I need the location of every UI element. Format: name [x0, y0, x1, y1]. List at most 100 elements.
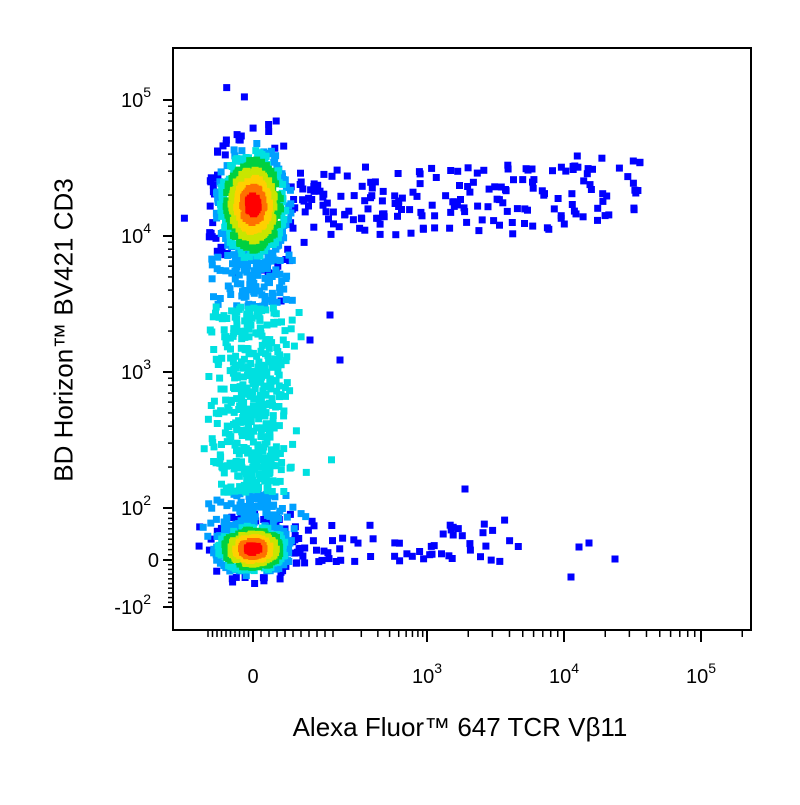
data-point [233, 157, 241, 165]
data-point [220, 178, 228, 186]
data-point [265, 128, 273, 135]
data-point [212, 515, 220, 523]
data-point [267, 446, 275, 454]
data-point [391, 192, 399, 200]
data-point [280, 215, 288, 223]
data-point [391, 539, 399, 547]
data-point [272, 117, 280, 125]
data-point [244, 367, 252, 375]
data-point [269, 412, 277, 420]
data-point [234, 218, 241, 226]
data-point [447, 167, 455, 174]
data-point [230, 146, 238, 154]
data-point [231, 233, 239, 241]
data-point [210, 293, 217, 301]
data-point [330, 220, 337, 228]
data-point [265, 121, 273, 128]
data-point [288, 256, 296, 264]
data-point [257, 348, 265, 356]
data-point [220, 518, 228, 526]
data-point [463, 218, 471, 226]
data-point [240, 410, 248, 418]
data-point [221, 333, 229, 341]
data-point [320, 547, 328, 555]
data-point [232, 504, 240, 512]
data-point [603, 192, 611, 200]
data-point [466, 546, 474, 554]
data-point [275, 422, 283, 430]
data-point [349, 216, 357, 224]
data-point [250, 395, 258, 403]
data-point [273, 298, 281, 306]
data-point [474, 202, 482, 210]
data-point [283, 513, 291, 521]
data-point [253, 140, 261, 147]
data-point [276, 477, 284, 485]
data-point [276, 575, 284, 583]
data-point [636, 158, 644, 166]
data-point [454, 525, 462, 533]
data-point [316, 187, 324, 195]
data-point [528, 165, 536, 173]
data-point [309, 537, 317, 545]
data-point [262, 306, 270, 314]
data-point [208, 275, 216, 283]
data-point [278, 459, 286, 466]
data-point [356, 224, 364, 232]
data-point [223, 514, 231, 522]
data-point [257, 433, 265, 440]
data-point [238, 335, 246, 343]
data-point [557, 163, 565, 171]
data-point [231, 374, 239, 382]
data-point [480, 166, 488, 174]
data-point [265, 399, 273, 407]
data-point [279, 567, 287, 575]
data-point [235, 487, 243, 495]
data-point [249, 476, 257, 484]
data-point [409, 188, 417, 196]
data-point [419, 225, 427, 233]
data-point [214, 172, 222, 180]
data-point [261, 295, 269, 302]
data-point [224, 404, 232, 412]
data-point [238, 384, 246, 391]
data-point [210, 397, 218, 405]
data-point [442, 192, 450, 200]
data-point [296, 544, 304, 552]
data-point [237, 498, 245, 506]
data-point [281, 327, 289, 335]
data-point [262, 420, 270, 428]
data-point [458, 532, 466, 540]
data-point [264, 482, 272, 490]
data-point [212, 303, 220, 311]
data-point [431, 224, 439, 232]
data-point [522, 165, 530, 173]
data-point [209, 181, 217, 189]
data-point [236, 507, 244, 515]
data-point [254, 451, 262, 459]
data-point [258, 307, 266, 315]
data-point [230, 408, 238, 416]
data-point [264, 352, 272, 360]
data-point [235, 417, 243, 425]
data-point [238, 463, 246, 471]
data-point [289, 224, 297, 232]
data-point [261, 261, 269, 269]
data-point [514, 543, 522, 550]
data-point [499, 199, 507, 207]
data-point [217, 407, 225, 415]
data-point [506, 537, 514, 545]
data-point [269, 477, 277, 485]
data-point [585, 539, 593, 547]
data-point [460, 204, 468, 212]
data-point [493, 195, 501, 203]
data-point [245, 424, 252, 432]
data-point [258, 373, 266, 381]
data-point [262, 391, 270, 399]
data-point [378, 197, 386, 205]
data-point [287, 463, 295, 471]
data-point [240, 182, 247, 190]
data-point [251, 267, 258, 275]
data-point [529, 178, 536, 186]
data-point [246, 405, 254, 413]
